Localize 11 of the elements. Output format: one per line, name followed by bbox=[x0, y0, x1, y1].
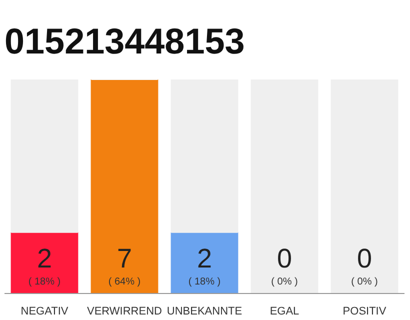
data-label: 2 ( 18% ) bbox=[28, 244, 61, 288]
x-tick-label: POSITIV bbox=[342, 306, 387, 318]
x-tick-label: EGAL bbox=[270, 306, 300, 318]
data-label: 0 ( 0% ) bbox=[351, 244, 378, 288]
data-label: 7 ( 64% ) bbox=[108, 244, 141, 288]
data-label: 2 ( 18% ) bbox=[188, 244, 221, 288]
x-tick-label: NEGATIV bbox=[20, 306, 69, 318]
x-tick-label: VERWIRREND bbox=[87, 306, 162, 318]
x-tick-label: UNBEKANNTE bbox=[166, 306, 242, 318]
data-label: 0 ( 0% ) bbox=[271, 244, 298, 288]
chart-title: 015213448153 bbox=[4, 20, 245, 62]
